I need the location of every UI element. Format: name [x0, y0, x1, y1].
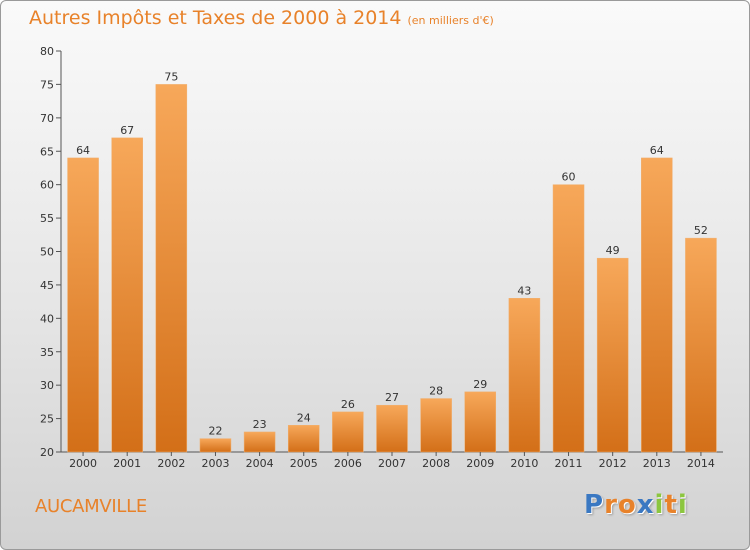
bar-2000: [67, 157, 99, 453]
value-label: 49: [606, 244, 620, 257]
logo-letter: t: [664, 490, 678, 520]
chart-title: Autres Impôts et Taxes de 2000 à 2014 (en…: [29, 7, 494, 29]
value-label: 67: [120, 124, 134, 137]
value-label: 28: [429, 385, 443, 398]
x-tick-label: 2014: [687, 457, 715, 470]
x-tick-label: 2001: [113, 457, 141, 470]
town-name: AUCAMVILLE: [35, 496, 147, 517]
bar-2002: [155, 84, 188, 453]
logo-letter: P: [584, 490, 605, 520]
x-tick-label: 2012: [599, 457, 627, 470]
x-tick-label: 2005: [290, 457, 318, 470]
bar-2011: [552, 184, 585, 453]
bar-2014: [685, 237, 717, 453]
x-tick-label: 2011: [555, 457, 583, 470]
bar-2009: [464, 391, 497, 453]
x-tick-label: 2010: [510, 457, 538, 470]
y-tick-label: 70: [40, 112, 54, 125]
value-label: 24: [297, 411, 311, 424]
x-tick-label: 2000: [69, 457, 97, 470]
logo-letter: i: [677, 490, 688, 520]
y-tick-label: 25: [40, 413, 54, 426]
value-label: 23: [253, 418, 267, 431]
y-tick-label: 80: [40, 45, 54, 58]
y-tick-label: 55: [40, 212, 54, 225]
bar-2003: [199, 438, 232, 453]
bar-2010: [508, 298, 541, 453]
y-tick: 80: [40, 45, 61, 58]
y-tick-label: 45: [40, 279, 54, 292]
logo-letter: o: [617, 490, 637, 520]
bar-2012: [596, 257, 629, 453]
y-tick: 30: [40, 379, 61, 392]
logo-letter: i: [654, 490, 665, 520]
x-tick-label: 2009: [466, 457, 494, 470]
value-label: 60: [562, 171, 576, 184]
y-tick-label: 65: [40, 145, 54, 158]
y-tick: 50: [40, 246, 61, 259]
y-tick: 35: [40, 346, 61, 359]
bar-2005: [287, 425, 320, 453]
y-tick: 55: [40, 212, 61, 225]
x-tick-label: 2003: [201, 457, 229, 470]
value-label: 64: [650, 144, 664, 157]
y-tick: 75: [40, 78, 61, 91]
proxiti-logo: Proxiti: [584, 490, 688, 520]
logo-letter: x: [636, 490, 655, 520]
y-tick: 40: [40, 312, 61, 325]
y-tick-label: 20: [40, 446, 54, 459]
value-label: 22: [208, 425, 222, 438]
bar-2007: [376, 404, 408, 453]
bar-2008: [420, 398, 452, 453]
value-label: 43: [517, 284, 531, 297]
x-tick-label: 2006: [334, 457, 362, 470]
y-tick-label: 40: [40, 312, 54, 325]
value-label: 29: [473, 378, 487, 391]
value-label: 64: [76, 144, 90, 157]
y-tick-label: 35: [40, 346, 54, 359]
title-text: Autres Impôts et Taxes de 2000 à 2014: [29, 7, 402, 29]
x-tick-label: 2007: [378, 457, 406, 470]
x-tick-label: 2013: [643, 457, 671, 470]
x-tick-label: 2008: [422, 457, 450, 470]
value-label: 75: [164, 70, 178, 83]
bar-2006: [332, 411, 364, 453]
y-tick-label: 50: [40, 246, 54, 259]
y-tick: 25: [40, 413, 61, 426]
value-label: 27: [385, 391, 399, 404]
y-tick: 65: [40, 145, 61, 158]
title-unit: (en milliers d'€): [407, 14, 494, 27]
x-tick-label: 2002: [157, 457, 185, 470]
y-tick: 20: [40, 446, 61, 459]
bar-2013: [641, 157, 673, 453]
bar-2001: [111, 137, 143, 453]
logo-letter: r: [604, 490, 618, 520]
x-tick-label: 2004: [246, 457, 274, 470]
y-tick: 45: [40, 279, 61, 292]
bar-2004: [243, 431, 276, 453]
value-label: 52: [694, 224, 708, 237]
y-tick: 60: [40, 179, 61, 192]
value-label: 26: [341, 398, 355, 411]
y-tick-label: 30: [40, 379, 54, 392]
y-tick-label: 75: [40, 78, 54, 91]
y-tick-label: 60: [40, 179, 54, 192]
y-tick: 70: [40, 112, 61, 125]
